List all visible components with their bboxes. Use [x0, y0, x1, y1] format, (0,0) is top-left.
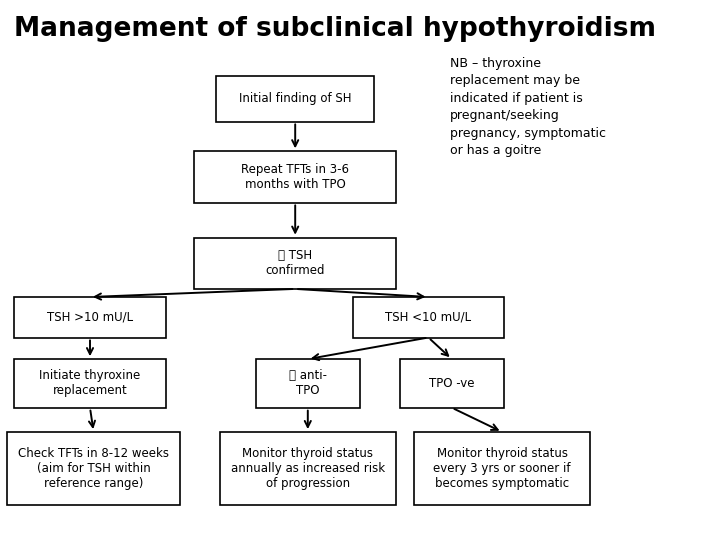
Text: Management of subclinical hypothyroidism: Management of subclinical hypothyroidism	[14, 16, 657, 42]
FancyBboxPatch shape	[353, 297, 504, 338]
FancyBboxPatch shape	[220, 432, 396, 505]
FancyBboxPatch shape	[14, 297, 166, 338]
Text: Initial finding of SH: Initial finding of SH	[239, 92, 351, 105]
FancyBboxPatch shape	[256, 359, 360, 408]
FancyBboxPatch shape	[194, 238, 396, 289]
Text: Check TFTs in 8-12 weeks
(aim for TSH within
reference range): Check TFTs in 8-12 weeks (aim for TSH wi…	[18, 447, 169, 490]
FancyBboxPatch shape	[194, 151, 396, 202]
Text: Monitor thyroid status
every 3 yrs or sooner if
becomes symptomatic: Monitor thyroid status every 3 yrs or so…	[433, 447, 571, 490]
FancyBboxPatch shape	[414, 432, 590, 505]
Text: ⓣ TSH
confirmed: ⓣ TSH confirmed	[266, 249, 325, 277]
FancyBboxPatch shape	[400, 359, 504, 408]
Text: Repeat TFTs in 3-6
months with TPO: Repeat TFTs in 3-6 months with TPO	[241, 163, 349, 191]
FancyBboxPatch shape	[216, 76, 374, 122]
Text: Monitor thyroid status
annually as increased risk
of progression: Monitor thyroid status annually as incre…	[230, 447, 385, 490]
Text: Initiate thyroxine
replacement: Initiate thyroxine replacement	[40, 369, 140, 397]
Text: TPO -ve: TPO -ve	[429, 377, 474, 390]
Text: TSH <10 mU/L: TSH <10 mU/L	[385, 310, 472, 324]
Text: TSH >10 mU/L: TSH >10 mU/L	[47, 310, 133, 324]
FancyBboxPatch shape	[7, 432, 180, 505]
FancyBboxPatch shape	[14, 359, 166, 408]
Text: NB – thyroxine
replacement may be
indicated if patient is
pregnant/seeking
pregn: NB – thyroxine replacement may be indica…	[450, 57, 606, 157]
Text: ⓣ anti-
TPO: ⓣ anti- TPO	[289, 369, 327, 397]
